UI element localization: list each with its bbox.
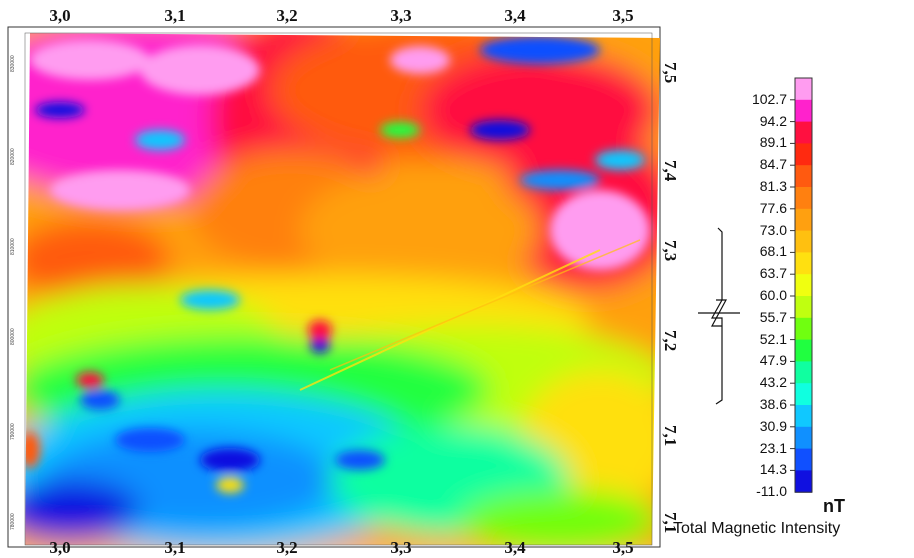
legend-value-label: 89.1: [759, 134, 787, 151]
y-tick-label: 7,5: [661, 62, 680, 84]
legend-value-label: 30.9: [759, 417, 787, 434]
legend-value-label: 23.1: [759, 439, 787, 456]
legend-value-label: 81.3: [759, 178, 787, 194]
legend-value-label: 77.6: [759, 199, 787, 216]
legend-value-label: 52.1: [759, 330, 787, 347]
legend-value-label: 102.7: [751, 90, 787, 107]
color-scale-swatch: [795, 187, 812, 210]
north-arrow-icon: [698, 227, 740, 405]
color-scale-swatch: [795, 121, 812, 144]
color-scale-swatch: [795, 143, 812, 166]
color-scale-swatch: [795, 470, 812, 493]
legend-value-label: 94.2: [759, 112, 787, 129]
color-scale-swatch: [795, 252, 812, 275]
x-tick-label-bottom: 3,0: [49, 538, 71, 557]
color-scale-swatch: [795, 296, 812, 319]
color-scale-swatch: [795, 78, 812, 101]
legend-value-label: 55.7: [759, 308, 787, 325]
side-coordinate-label: 830000: [10, 55, 16, 72]
color-scale-swatch: [795, 448, 812, 471]
legend-value-label: 60.0: [759, 287, 787, 303]
legend-value-label: 73.0: [759, 221, 787, 238]
color-scale-swatch: [795, 99, 812, 123]
x-tick-label-bottom: 3,3: [390, 538, 412, 557]
x-tick-label-top: 3,0: [49, 6, 71, 25]
color-scale-swatch: [795, 230, 812, 253]
x-tick-label-top: 3,3: [390, 6, 412, 25]
color-scale-swatch: [795, 165, 812, 188]
x-tick-label-bottom: 3,5: [612, 538, 634, 557]
x-tick-label-top: 3,1: [164, 6, 186, 25]
legend-value-label: 84.7: [759, 156, 787, 173]
y-tick-label: 7,3: [661, 240, 680, 262]
side-coordinate-label: 790000: [10, 423, 16, 440]
side-coordinate-label: 780000: [10, 513, 16, 530]
color-scale-swatch: [795, 339, 812, 362]
color-scale-swatch: [795, 317, 812, 341]
color-scale-swatch: [795, 383, 812, 406]
legend-value-label: 47.9: [759, 352, 787, 369]
legend-title: Total Magnetic Intensity: [673, 520, 841, 537]
x-tick-label-bottom: 3,2: [276, 538, 298, 557]
color-scale-swatch: [795, 208, 812, 232]
legend-value-label: 68.1: [759, 243, 787, 260]
y-tick-label: 7,4: [661, 160, 680, 182]
y-tick-label: 7,2: [661, 330, 680, 352]
side-coordinate-label: 820000: [10, 148, 16, 165]
y-tick-label: 7,1: [661, 425, 680, 447]
color-scale-swatch: [795, 426, 812, 450]
color-scale-border: [794, 77, 813, 493]
legend-unit: nT: [823, 496, 845, 516]
color-scale-bar: [790, 77, 813, 493]
legend-value-label: 63.7: [759, 265, 787, 282]
legend-value-label: 38.6: [759, 396, 787, 412]
side-coordinate-label: 800000: [10, 328, 16, 345]
side-coordinate-label: 810000: [10, 238, 16, 255]
color-scale-swatch: [795, 274, 812, 297]
x-tick-label-top: 3,5: [612, 6, 634, 25]
x-tick-label-bottom: 3,1: [164, 538, 186, 557]
legend-value-label: 14.3: [759, 461, 787, 478]
x-tick-label-bottom: 3,4: [504, 538, 526, 557]
legend-value-label: 43.2: [759, 374, 787, 391]
color-scale-swatch: [795, 361, 812, 384]
x-tick-label-top: 3,2: [276, 6, 298, 25]
x-tick-label-top: 3,4: [504, 6, 526, 25]
color-scale-swatch: [795, 405, 812, 428]
legend-value-label: -11.0: [756, 483, 787, 500]
